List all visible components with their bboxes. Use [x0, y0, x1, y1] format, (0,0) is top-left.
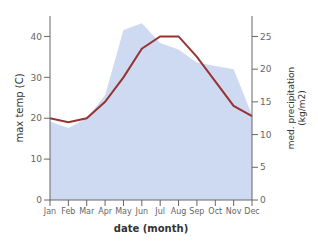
svg-text:15: 15	[260, 97, 271, 107]
svg-text:10: 10	[260, 130, 272, 140]
svg-text:Feb: Feb	[61, 207, 75, 216]
svg-text:Jan: Jan	[43, 207, 56, 216]
svg-text:30: 30	[31, 73, 43, 83]
svg-text:May: May	[115, 207, 132, 216]
svg-text:med. precipitation: med. precipitation	[286, 67, 296, 149]
svg-text:20: 20	[31, 113, 43, 123]
svg-text:0: 0	[260, 195, 266, 205]
svg-text:(kg/m2): (kg/m2)	[297, 90, 307, 125]
svg-text:Aug: Aug	[171, 207, 187, 216]
svg-text:25: 25	[260, 32, 271, 42]
svg-text:40: 40	[31, 32, 43, 42]
svg-text:Dec: Dec	[244, 207, 259, 216]
svg-text:date (month): date (month)	[114, 223, 188, 234]
svg-text:Jun: Jun	[135, 207, 149, 216]
svg-text:20: 20	[260, 64, 272, 74]
svg-text:5: 5	[260, 162, 266, 172]
svg-text:Mar: Mar	[79, 207, 95, 216]
svg-text:10: 10	[31, 154, 43, 164]
svg-text:Jul: Jul	[154, 207, 165, 216]
svg-text:Sep: Sep	[189, 207, 204, 216]
svg-text:Nov: Nov	[226, 207, 242, 216]
svg-text:Apr: Apr	[98, 207, 113, 216]
svg-text:Oct: Oct	[208, 207, 222, 216]
svg-text:max temp (C): max temp (C)	[14, 73, 25, 142]
svg-text:0: 0	[36, 195, 42, 205]
